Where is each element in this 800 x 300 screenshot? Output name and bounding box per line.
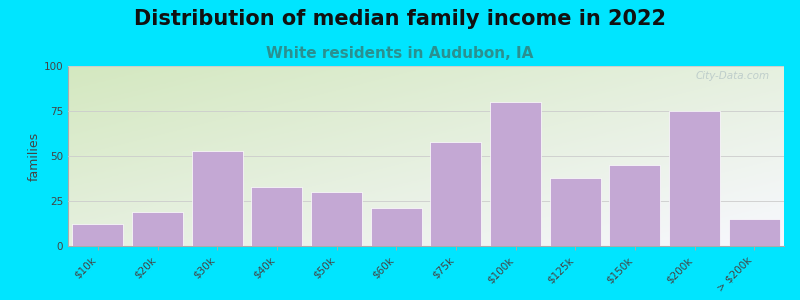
Bar <box>669 111 720 246</box>
Bar <box>192 151 242 246</box>
Bar <box>610 165 660 246</box>
Bar <box>490 102 541 246</box>
Text: Distribution of median family income in 2022: Distribution of median family income in … <box>134 9 666 29</box>
Bar <box>73 224 123 246</box>
Bar <box>311 192 362 246</box>
Text: White residents in Audubon, IA: White residents in Audubon, IA <box>266 46 534 62</box>
Y-axis label: families: families <box>28 131 41 181</box>
Bar <box>371 208 422 246</box>
Bar <box>729 219 779 246</box>
Bar <box>550 178 601 246</box>
Bar <box>132 212 183 246</box>
Bar <box>430 142 481 246</box>
Bar <box>251 187 302 246</box>
Text: City-Data.com: City-Data.com <box>695 71 770 81</box>
